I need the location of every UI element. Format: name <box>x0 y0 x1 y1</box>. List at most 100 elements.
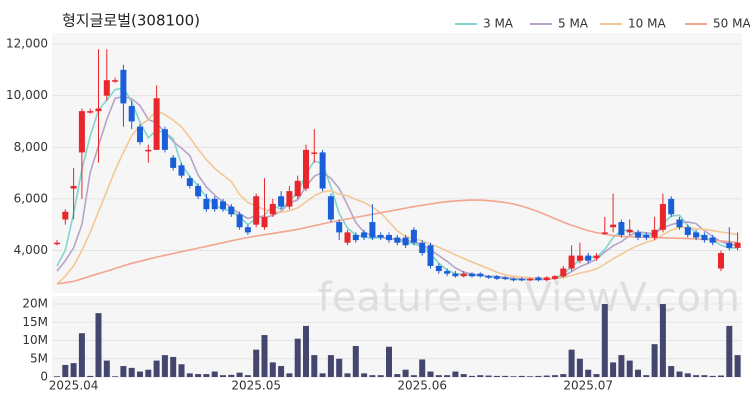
volume-bar <box>610 362 617 377</box>
y-tick-label: 8,000 <box>14 140 48 154</box>
candle-body <box>444 271 451 274</box>
volume-bar <box>195 374 202 377</box>
watermark: feature.enViewV.com <box>318 275 740 321</box>
volume-bar <box>178 364 185 377</box>
candle-body <box>128 105 135 122</box>
volume-bar <box>560 374 567 377</box>
volume-bar <box>635 369 641 377</box>
candle-body <box>228 206 235 215</box>
volume-bar <box>734 355 741 377</box>
volume-bar <box>95 313 102 377</box>
volume-bar <box>78 333 85 377</box>
candle-body <box>718 253 724 269</box>
candle-body <box>386 234 392 241</box>
volume-bar <box>626 360 633 377</box>
y-tick-label: 0 <box>40 370 48 384</box>
volume-bar <box>103 360 110 377</box>
x-tick-label: 2025.06 <box>397 379 447 393</box>
candle-body <box>261 216 268 228</box>
volume-bar <box>352 345 359 377</box>
legend-label: 3 MA <box>483 17 514 31</box>
volume-bar <box>377 375 384 377</box>
volume-bar <box>726 325 733 377</box>
volume-bar <box>693 375 700 377</box>
legend-label: 5 MA <box>558 17 589 31</box>
ma-line <box>56 109 738 285</box>
volume-bar <box>327 355 334 377</box>
candle-body <box>62 211 69 220</box>
volume-bar <box>477 375 484 377</box>
candle-body <box>527 278 534 281</box>
volume-bar <box>402 369 409 377</box>
candle-body <box>103 80 110 96</box>
volume-bar <box>145 369 152 377</box>
candle-body <box>344 232 351 243</box>
candle-body <box>186 178 193 186</box>
legend-label: 10 MA <box>628 17 666 31</box>
candle-body <box>327 196 334 220</box>
candle-body <box>153 98 160 150</box>
volume-bar <box>203 374 210 377</box>
volume-bar <box>278 366 285 377</box>
volume-bar <box>460 374 467 377</box>
legend-label: 50 MA <box>713 17 750 31</box>
volume-bar <box>718 375 724 377</box>
candle-body <box>427 245 434 266</box>
volume-bar <box>601 304 608 377</box>
candle-body <box>286 191 293 207</box>
y-tick-label: 6,000 <box>14 191 48 205</box>
volume-bar <box>585 369 592 377</box>
volume-bar <box>552 375 558 377</box>
candle-body <box>211 198 218 210</box>
chart-title: 형지글로벌(308100) <box>62 12 200 30</box>
y-tick-label: 4,000 <box>14 243 48 257</box>
x-tick-label: 2025.05 <box>231 379 281 393</box>
candle-body <box>435 265 442 272</box>
volume-bar <box>244 375 251 377</box>
candle-body <box>502 277 509 280</box>
volume-bar <box>170 356 177 377</box>
volume-bar <box>659 304 666 377</box>
candle-body <box>145 149 152 152</box>
candle-body <box>394 237 401 243</box>
candle-body <box>676 219 683 228</box>
candle-body <box>693 232 700 238</box>
volume-bar <box>153 360 160 377</box>
volume-bar <box>419 359 426 377</box>
candle-body <box>626 229 633 233</box>
volume-bar <box>286 373 293 377</box>
volume-bar <box>676 371 683 377</box>
volume-bar <box>87 375 94 377</box>
volume-bar <box>618 355 625 377</box>
candle-body <box>576 255 583 261</box>
candle-body <box>352 234 359 241</box>
candle-body <box>552 276 558 279</box>
candle-body <box>535 277 542 281</box>
candle-body <box>137 126 143 143</box>
volume-bar <box>228 374 235 377</box>
volume-bar <box>593 374 600 377</box>
volume-bar <box>394 374 401 377</box>
candle-body <box>336 222 343 233</box>
candle-body <box>701 234 708 241</box>
volume-bar <box>211 371 218 377</box>
candle-body <box>402 237 409 246</box>
volume-bar <box>485 375 492 377</box>
candle-body <box>419 242 426 254</box>
y-tick-label: 5M <box>30 351 48 365</box>
candle-body <box>709 237 716 243</box>
volume-bar <box>668 366 675 377</box>
volume-bar <box>568 349 575 377</box>
volume-bar <box>502 375 509 377</box>
volume-bar <box>161 355 168 377</box>
candle-body <box>161 129 168 150</box>
y-tick-label: 10M <box>22 333 48 347</box>
x-tick-label: 2025.07 <box>563 379 613 393</box>
volume-bar <box>452 371 459 377</box>
y-tick-label: 15M <box>22 315 48 329</box>
volume-bar <box>684 373 691 377</box>
candle-body <box>469 273 475 277</box>
candle-body <box>369 222 376 238</box>
volume-bar <box>386 346 392 377</box>
candle-body <box>651 229 658 238</box>
